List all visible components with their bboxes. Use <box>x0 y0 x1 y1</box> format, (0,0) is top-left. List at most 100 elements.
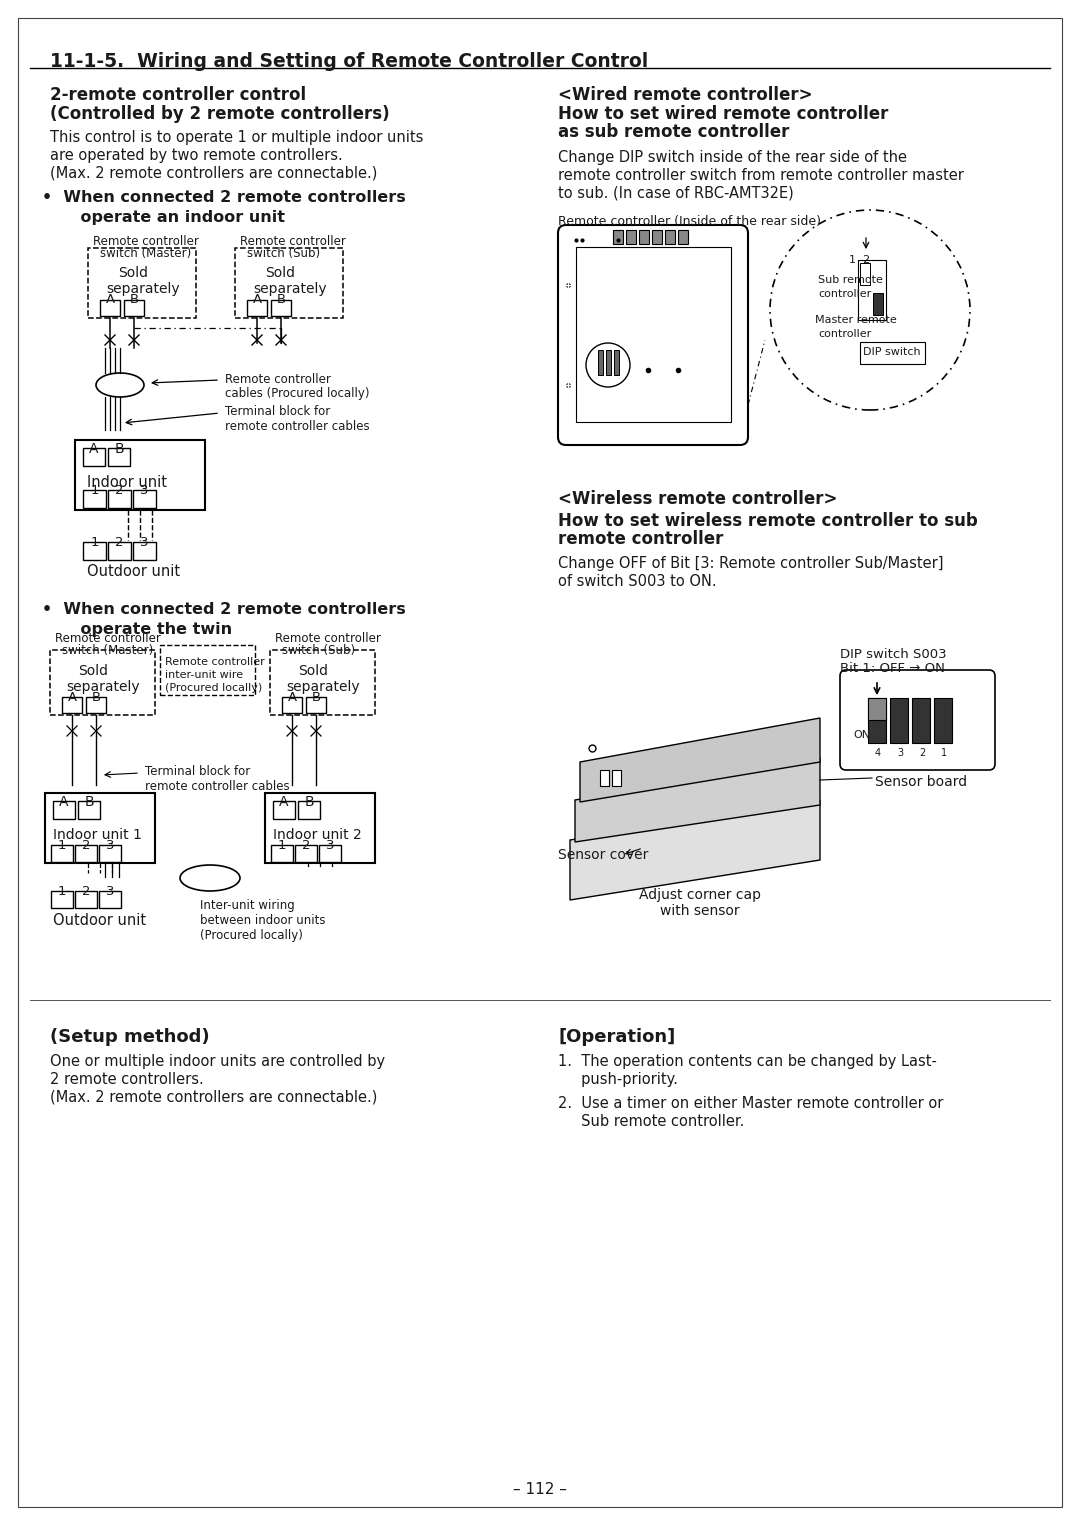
Text: (Controlled by 2 remote controllers): (Controlled by 2 remote controllers) <box>50 105 390 124</box>
Text: Remote controller: Remote controller <box>165 657 265 666</box>
Text: 2-remote controller control: 2-remote controller control <box>50 85 306 104</box>
Text: 2: 2 <box>82 884 91 898</box>
Text: Indoor unit 1: Indoor unit 1 <box>53 828 141 842</box>
Text: Inter-unit wiring: Inter-unit wiring <box>200 900 295 912</box>
Text: Remote controller: Remote controller <box>55 631 161 645</box>
FancyBboxPatch shape <box>298 801 320 819</box>
FancyBboxPatch shape <box>598 351 603 375</box>
Text: Indoor unit: Indoor unit <box>87 474 167 490</box>
FancyBboxPatch shape <box>273 801 295 819</box>
FancyBboxPatch shape <box>108 541 131 560</box>
FancyBboxPatch shape <box>133 490 156 508</box>
FancyBboxPatch shape <box>78 801 100 819</box>
Text: 3: 3 <box>140 535 149 549</box>
FancyBboxPatch shape <box>890 698 908 743</box>
Text: to sub. (In case of RBC-AMT32E): to sub. (In case of RBC-AMT32E) <box>558 186 794 201</box>
FancyBboxPatch shape <box>108 490 131 508</box>
Text: Adjust corner cap: Adjust corner cap <box>639 888 761 901</box>
Text: A: A <box>280 795 288 808</box>
Text: B: B <box>114 442 124 456</box>
Text: 2: 2 <box>301 839 310 852</box>
FancyBboxPatch shape <box>62 697 82 714</box>
Text: Remote controller (Inside of the rear side): Remote controller (Inside of the rear si… <box>558 215 821 229</box>
Text: A: A <box>253 293 261 307</box>
Text: B: B <box>84 795 94 808</box>
Text: 3: 3 <box>106 884 114 898</box>
Text: as sub remote controller: as sub remote controller <box>558 124 789 140</box>
Text: inter-unit wire: inter-unit wire <box>165 669 243 680</box>
Text: Outdoor unit: Outdoor unit <box>53 913 146 929</box>
Text: DIP switch S003: DIP switch S003 <box>840 648 947 660</box>
FancyBboxPatch shape <box>124 300 144 316</box>
FancyBboxPatch shape <box>912 698 930 743</box>
Text: Sold: Sold <box>265 265 295 281</box>
Text: (Procured locally): (Procured locally) <box>200 929 302 942</box>
FancyBboxPatch shape <box>576 247 731 422</box>
Text: push-priority.: push-priority. <box>558 1072 678 1087</box>
Text: Master remote: Master remote <box>815 316 896 325</box>
Text: ON: ON <box>853 730 870 740</box>
Text: 1: 1 <box>57 884 66 898</box>
FancyBboxPatch shape <box>83 490 106 508</box>
Text: •  When connected 2 remote controllers: • When connected 2 remote controllers <box>42 191 406 204</box>
Text: Sold: Sold <box>118 265 148 281</box>
FancyBboxPatch shape <box>858 259 886 320</box>
Text: with sensor: with sensor <box>660 904 740 918</box>
Text: Remote controller: Remote controller <box>225 374 330 386</box>
Text: 3: 3 <box>140 483 149 497</box>
Text: – 112 –: – 112 – <box>513 1482 567 1498</box>
FancyBboxPatch shape <box>868 698 886 720</box>
FancyBboxPatch shape <box>235 249 343 319</box>
FancyBboxPatch shape <box>271 300 291 316</box>
FancyBboxPatch shape <box>87 249 195 319</box>
Text: How to set wireless remote controller to sub: How to set wireless remote controller to… <box>558 512 977 531</box>
FancyBboxPatch shape <box>247 300 267 316</box>
FancyBboxPatch shape <box>868 698 886 743</box>
Text: Bit 1: OFF → ON: Bit 1: OFF → ON <box>840 662 945 676</box>
Text: Sub remote: Sub remote <box>818 274 882 285</box>
FancyBboxPatch shape <box>75 891 97 907</box>
Text: separately: separately <box>286 680 360 694</box>
FancyBboxPatch shape <box>306 697 326 714</box>
Text: B: B <box>130 293 138 307</box>
FancyBboxPatch shape <box>270 650 375 715</box>
Text: separately: separately <box>253 282 326 296</box>
FancyBboxPatch shape <box>558 226 748 445</box>
Text: switch (Sub): switch (Sub) <box>247 247 320 259</box>
Text: B: B <box>276 293 285 307</box>
Text: Change OFF of Bit [3: Remote controller Sub/Master]: Change OFF of Bit [3: Remote controller … <box>558 557 944 570</box>
Text: (Max. 2 remote controllers are connectable.): (Max. 2 remote controllers are connectab… <box>50 1090 377 1106</box>
Text: Remote controller: Remote controller <box>275 631 381 645</box>
Text: 1  2: 1 2 <box>850 255 870 265</box>
Text: DIP switch: DIP switch <box>863 348 921 357</box>
FancyBboxPatch shape <box>51 891 73 907</box>
FancyBboxPatch shape <box>652 230 662 244</box>
Text: 3: 3 <box>326 839 334 852</box>
Text: (Max. 2 remote controllers are connectable.): (Max. 2 remote controllers are connectab… <box>50 166 377 181</box>
FancyBboxPatch shape <box>86 697 106 714</box>
Text: (Setup method): (Setup method) <box>50 1028 210 1046</box>
FancyBboxPatch shape <box>265 793 375 863</box>
FancyBboxPatch shape <box>615 351 619 375</box>
Text: Sold: Sold <box>298 663 328 679</box>
Text: B: B <box>92 691 100 705</box>
FancyBboxPatch shape <box>45 793 156 863</box>
Text: Indoor unit 2: Indoor unit 2 <box>273 828 362 842</box>
Text: 1: 1 <box>91 483 98 497</box>
FancyBboxPatch shape <box>75 845 97 862</box>
Text: 3: 3 <box>106 839 114 852</box>
Text: 1: 1 <box>57 839 66 852</box>
Text: operate an indoor unit: operate an indoor unit <box>58 210 285 226</box>
Text: 2: 2 <box>82 839 91 852</box>
Text: separately: separately <box>106 282 179 296</box>
Text: 1: 1 <box>91 535 98 549</box>
Text: Terminal block for: Terminal block for <box>225 406 330 418</box>
Text: Sold: Sold <box>78 663 108 679</box>
Text: switch (Master): switch (Master) <box>62 644 153 657</box>
FancyBboxPatch shape <box>83 541 106 560</box>
FancyBboxPatch shape <box>133 541 156 560</box>
Text: <Wireless remote controller>: <Wireless remote controller> <box>558 490 837 508</box>
FancyBboxPatch shape <box>271 845 293 862</box>
Text: 3: 3 <box>896 747 903 758</box>
Text: Remote controller: Remote controller <box>240 235 346 249</box>
